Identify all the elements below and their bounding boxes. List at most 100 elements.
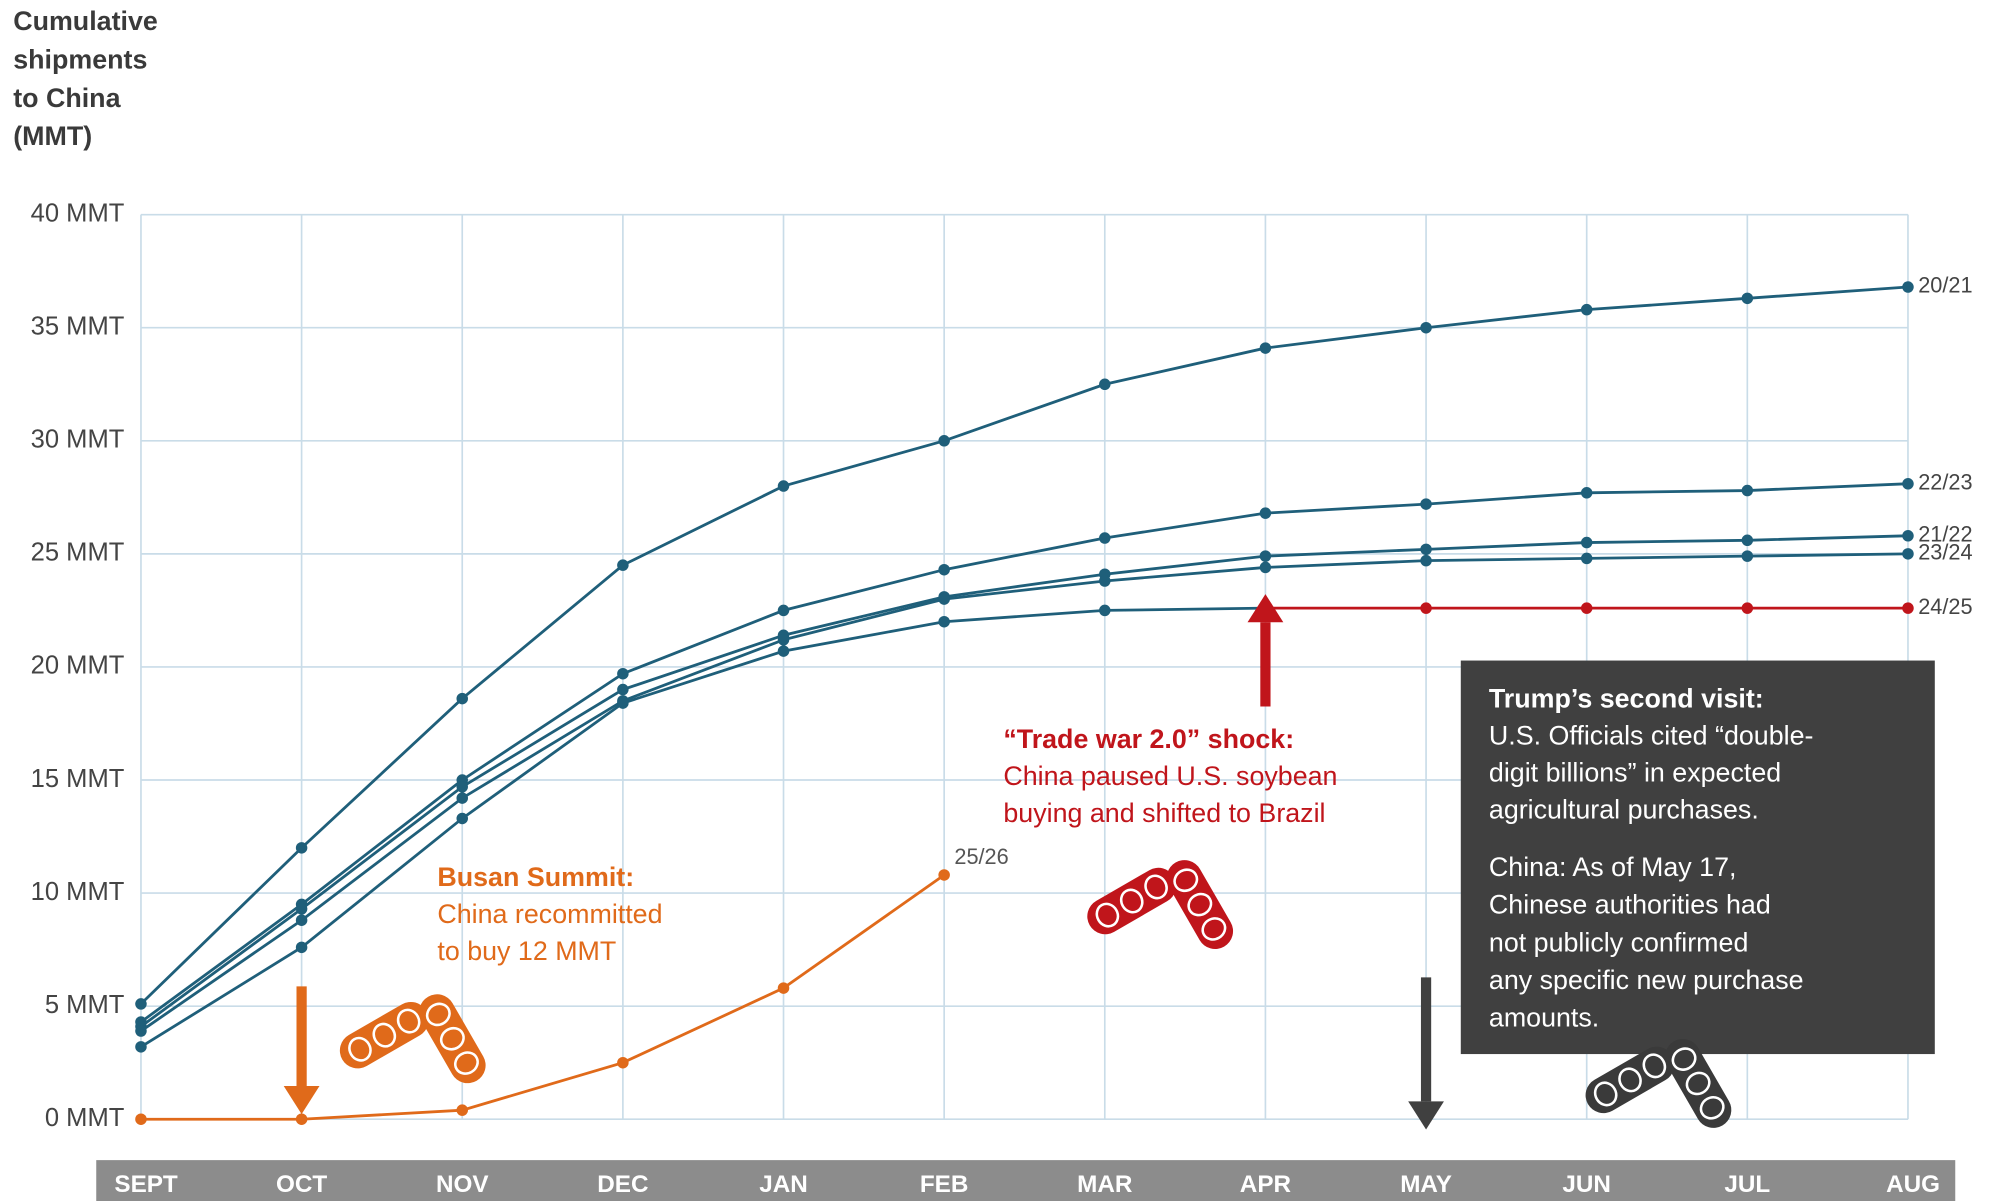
series-point	[1099, 575, 1111, 587]
bean	[439, 1026, 465, 1051]
series-point	[938, 593, 950, 605]
series-point	[135, 1025, 147, 1037]
series-point	[777, 480, 790, 492]
annotation-text: buying and shifted to Brazil	[1003, 798, 1325, 828]
x-tick-label: FEB	[920, 1171, 969, 1198]
annotation-title: Busan Summit:	[437, 862, 634, 892]
y-tick-label: 40 MMT	[31, 199, 125, 227]
series-line	[140, 606, 1266, 1049]
series-point	[295, 903, 308, 915]
bean	[348, 1036, 372, 1062]
series-line	[140, 534, 1909, 1028]
y-tick-label: 30 MMT	[31, 426, 125, 454]
y-tick-label: 15 MMT	[31, 765, 125, 793]
series-point	[1099, 532, 1111, 544]
series-point	[1902, 530, 1914, 542]
annotation-text: Chinese authorities had	[1489, 890, 1771, 920]
annotation-text: U.S. Officials cited “double-	[1489, 720, 1814, 750]
annotation-text: digit billions” in expected	[1489, 757, 1781, 787]
x-tick-label: NOV	[436, 1171, 489, 1198]
y-axis-title: Cumulative	[13, 6, 158, 36]
series-label: 20/21	[1918, 273, 1972, 298]
bean	[1119, 888, 1144, 914]
x-tick-label: APR	[1240, 1171, 1292, 1198]
x-tick-label: JUL	[1724, 1171, 1770, 1198]
series-point	[1741, 292, 1754, 305]
arrow-head	[1408, 1101, 1444, 1130]
annotation-title: Trump’s second visit:	[1489, 683, 1764, 713]
bean	[1187, 892, 1213, 917]
series-line	[140, 482, 1909, 1024]
annotation-text: China recommitted	[437, 899, 662, 929]
bean	[372, 1022, 397, 1048]
series-point	[295, 914, 308, 926]
series-point	[1420, 498, 1432, 510]
x-tick-label: MAY	[1400, 1171, 1452, 1198]
soybean-icon	[1087, 860, 1234, 950]
series-point	[617, 697, 629, 709]
series-point	[617, 683, 629, 696]
x-tick-label: MAR	[1077, 1171, 1133, 1198]
series-point	[135, 998, 147, 1010]
series-label: 24/25	[1918, 594, 1972, 619]
y-tick-label: 0 MMT	[45, 1104, 125, 1132]
annotation-box	[1460, 660, 1935, 1055]
series-point	[1099, 378, 1111, 391]
annotation-text: China: As of May 17,	[1489, 852, 1737, 882]
annotation-text: to buy 12 MMT	[437, 936, 616, 966]
bean	[1699, 1095, 1725, 1120]
bean	[1173, 868, 1199, 893]
soybean-icon	[339, 994, 486, 1084]
series-point	[1580, 536, 1593, 549]
series-point	[777, 634, 790, 646]
x-tick-label: AUG	[1886, 1171, 1940, 1198]
x-tick-label: DEC	[597, 1171, 648, 1198]
y-tick-label: 25 MMT	[31, 539, 125, 567]
y-axis-title: to China	[13, 83, 121, 113]
pod	[339, 1001, 429, 1069]
series-point	[617, 1056, 629, 1069]
series-point	[135, 1113, 147, 1125]
series-point	[938, 869, 950, 881]
series-point	[777, 604, 790, 617]
series-point	[617, 667, 629, 680]
series-point	[777, 982, 790, 994]
series-point	[1741, 484, 1754, 497]
series-point	[1420, 321, 1432, 334]
soybean-pod	[419, 994, 486, 1084]
series-point	[1741, 550, 1754, 562]
annotation-title: “Trade war 2.0” shock:	[1003, 724, 1294, 754]
series-label: 21/22	[1918, 522, 1972, 547]
series-point	[938, 563, 950, 576]
x-tick-label: OCT	[276, 1171, 327, 1198]
series-point	[1420, 554, 1432, 567]
bean	[425, 1002, 451, 1027]
bean	[1671, 1047, 1697, 1071]
series-point	[295, 1113, 308, 1125]
pod	[1585, 1046, 1675, 1114]
soybean-pod	[1585, 1046, 1675, 1114]
pod	[1664, 1039, 1732, 1128]
x-tick-label: JUN	[1562, 1171, 1611, 1198]
pod	[1087, 867, 1177, 935]
annotation-text: any specific new purchase	[1489, 965, 1804, 995]
bean	[1201, 917, 1227, 941]
series-point	[1259, 550, 1272, 562]
series-point	[938, 435, 950, 447]
soybean-pod	[339, 1001, 429, 1069]
series-point	[938, 615, 950, 628]
bean	[1095, 902, 1120, 928]
series-point	[1580, 303, 1593, 316]
annotation-text: China paused U.S. soybean	[1003, 761, 1337, 791]
series-point	[456, 1104, 468, 1116]
soybean-icon	[1585, 1039, 1732, 1128]
soybean-pod	[1166, 860, 1234, 950]
bean	[453, 1051, 479, 1075]
series-label: 22/23	[1918, 469, 1972, 494]
y-axis-title: shipments	[13, 44, 147, 74]
series-point	[1902, 281, 1914, 293]
series-line	[139, 285, 1909, 1005]
pod	[1166, 860, 1234, 950]
y-axis-title: (MMT)	[13, 121, 92, 151]
series-label: 25/26	[954, 844, 1008, 869]
